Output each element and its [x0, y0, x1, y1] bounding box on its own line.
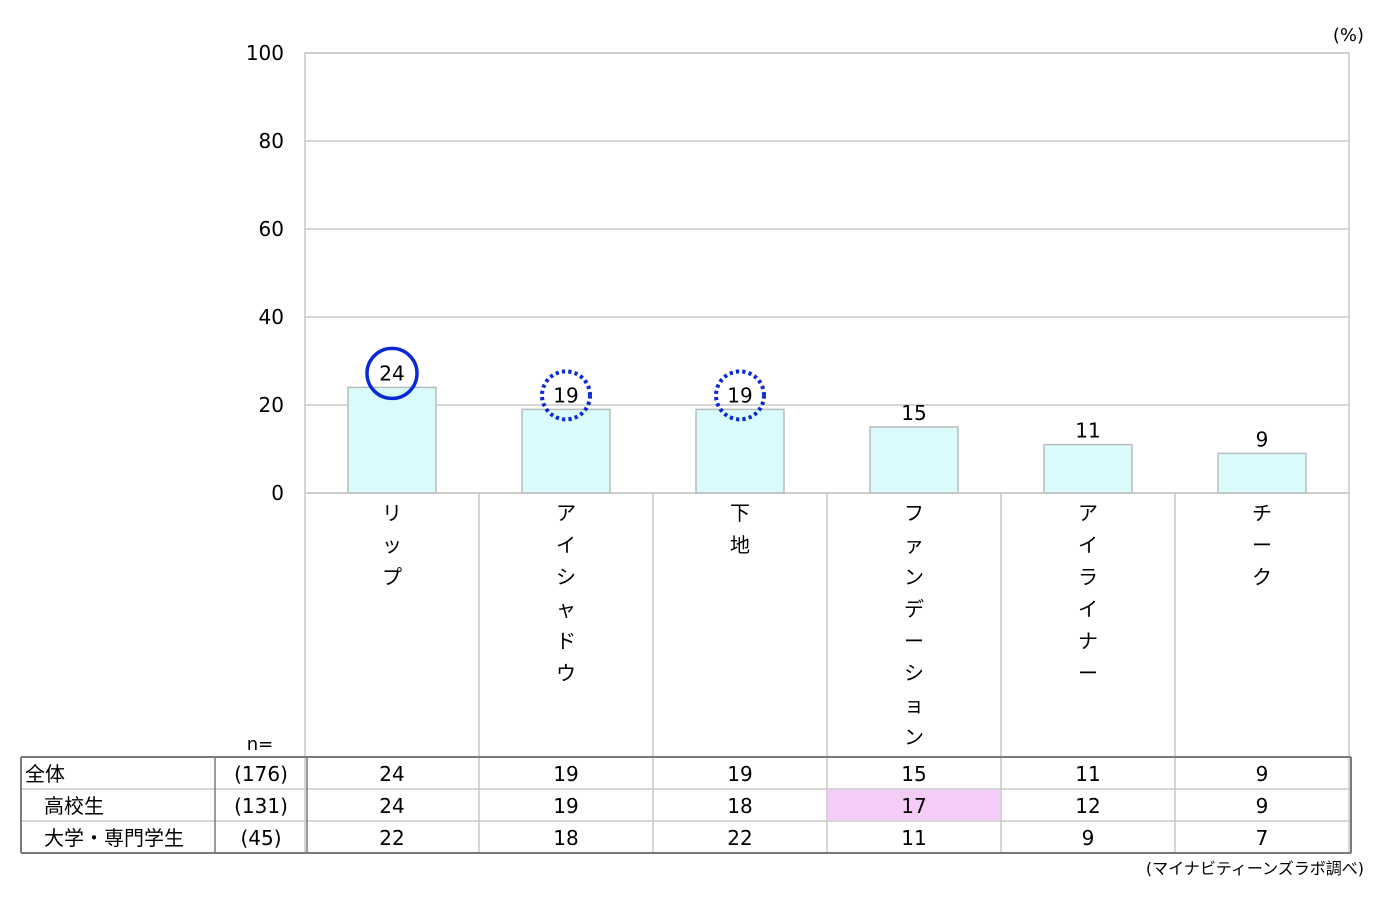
category-label-char: ー: [1078, 661, 1098, 685]
table-cell: 19: [727, 762, 752, 786]
y-tick-label: 100: [246, 41, 284, 65]
category-label-char: ン: [904, 565, 924, 589]
table-cell: 9: [1256, 794, 1269, 818]
category-label-char: ク: [1252, 565, 1272, 589]
table-cell: 19: [553, 794, 578, 818]
category-label-char: ド: [556, 629, 576, 653]
category-label-char: ョ: [904, 693, 924, 717]
value-label: 24: [379, 361, 404, 385]
category-label-char: シ: [556, 565, 576, 589]
table-row-label: 高校生: [44, 794, 104, 818]
category-label-char: シ: [904, 661, 924, 685]
category-label-char: ー: [904, 629, 924, 653]
category-label-char: プ: [382, 565, 402, 589]
highlight-dotted-circle: [714, 369, 766, 422]
highlight-dotted-circle: [540, 369, 592, 422]
category-label-char: イ: [556, 533, 576, 557]
value-label: 11: [1075, 419, 1100, 443]
value-label: 15: [901, 401, 926, 425]
bar: [869, 426, 959, 494]
category-label-char: ッ: [382, 533, 402, 557]
table-cell: 7: [1256, 826, 1269, 850]
category-label-char: チ: [1252, 501, 1272, 525]
value-label: 19: [727, 383, 752, 407]
table-row-label: 大学・専門学生: [44, 826, 184, 850]
table-cell: 17: [901, 794, 926, 818]
table-cell: 18: [553, 826, 578, 850]
category-label-char: 地: [730, 533, 750, 557]
category-label-char: ナ: [1078, 629, 1098, 653]
table-row-n: (131): [234, 794, 288, 818]
category-label-char: ウ: [556, 661, 576, 685]
table-row-label: 全体: [25, 762, 65, 786]
table-cell: 11: [901, 826, 926, 850]
category-label-char: ー: [1252, 533, 1272, 557]
table-cell: 18: [727, 794, 752, 818]
category-label-char: ラ: [1078, 565, 1098, 589]
y-tick-label: 80: [259, 129, 284, 153]
category-label-char: イ: [1078, 533, 1098, 557]
n-label: n=: [247, 734, 274, 755]
table-cell: 22: [379, 826, 404, 850]
table-row-n: (176): [234, 762, 288, 786]
bar: [347, 386, 437, 494]
grid-lines: [304, 52, 1350, 853]
table-cell: 24: [379, 762, 404, 786]
category-label-char: ン: [904, 725, 924, 749]
bar: [1217, 452, 1307, 494]
table-cell: 9: [1256, 762, 1269, 786]
value-label: 9: [1256, 427, 1269, 451]
data-table: 全体 (176) 24 19 19 15 11 9 高校生 (131) 24 19 18 17 12 9 大学・…: [20, 756, 1352, 854]
category-label-char: ャ: [556, 597, 576, 621]
y-tick-label: 60: [259, 217, 284, 241]
category-label-char: ァ: [904, 533, 924, 557]
value-label: 19: [553, 383, 578, 407]
table-cell: 24: [379, 794, 404, 818]
category-label-char: ア: [556, 501, 576, 525]
source-note: (マイナビティーンズラボ調べ): [1146, 859, 1364, 878]
value-highlights: [365, 346, 766, 422]
plot-frame: [304, 52, 1350, 494]
table-cell: 15: [901, 762, 926, 786]
table-cell: 22: [727, 826, 752, 850]
table-cell: 9: [1082, 826, 1095, 850]
category-label-char: リ: [382, 501, 402, 525]
bar: [521, 408, 611, 494]
category-label-char: イ: [1078, 597, 1098, 621]
highlight-circle: [365, 346, 419, 401]
category-label-char: ア: [1078, 501, 1098, 525]
category-label-char: デ: [904, 597, 924, 621]
bar: [695, 408, 785, 494]
category-label-char: フ: [904, 501, 924, 525]
bar: [1043, 443, 1133, 494]
bars: [347, 386, 1307, 494]
y-tick-label: 20: [259, 393, 284, 417]
unit-label: (%): [1333, 25, 1364, 46]
table-cell: 12: [1075, 794, 1100, 818]
y-tick-label: 40: [259, 305, 284, 329]
category-label-char: 下: [730, 501, 750, 525]
y-tick-label: 0: [271, 481, 284, 505]
table-cell: 19: [553, 762, 578, 786]
table-row-n: (45): [240, 826, 281, 850]
table-cell: 11: [1075, 762, 1100, 786]
highlight-cell: [828, 790, 1000, 820]
